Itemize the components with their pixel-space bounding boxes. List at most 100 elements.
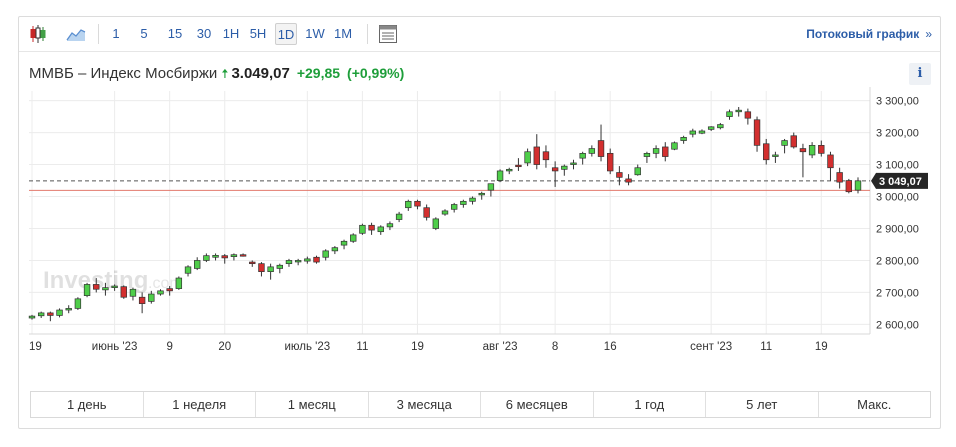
chart-settings-icon[interactable]	[377, 23, 399, 45]
x-tick-label: 19	[411, 341, 424, 353]
candle-up	[37, 312, 45, 317]
interval-button[interactable]: 1	[112, 26, 120, 41]
toolbar-divider	[98, 24, 99, 44]
candle-down	[616, 172, 623, 178]
info-icon[interactable]: i	[909, 63, 931, 85]
candle-up	[432, 218, 440, 229]
candle-down	[607, 152, 614, 172]
candlestick-chart-icon[interactable]	[27, 23, 49, 45]
candle-down	[423, 207, 430, 218]
x-tick-label: июль '23	[284, 341, 330, 353]
y-tick-label: 2 900,00	[876, 223, 919, 235]
x-tick-label: 20	[218, 341, 231, 353]
x-tick-label: сент '23	[690, 341, 732, 353]
y-tick-label: 2 700,00	[876, 287, 919, 299]
candle-up	[808, 145, 816, 156]
candle-up	[74, 298, 82, 309]
candle-down	[662, 146, 669, 157]
candlestick-chart-svg[interactable]: 3 300,00 3 200,00 3 100,00 3 000,00 2 900,00…	[19, 17, 940, 389]
arrow-up-icon: 🠅	[221, 66, 229, 81]
candle-down	[836, 172, 843, 183]
interval-button[interactable]: 1D	[275, 23, 297, 45]
candle-up	[478, 192, 485, 196]
candle-up	[331, 247, 339, 252]
range-button[interactable]: 1 день	[31, 392, 144, 417]
candle-up	[680, 137, 687, 141]
candle-up	[304, 258, 311, 262]
range-button[interactable]: 1 год	[594, 392, 706, 417]
candle-down	[368, 224, 375, 231]
candle-up	[781, 140, 788, 146]
chart-widget: 1 5 15 30 1H 5H 1D 1W 1M Потоковый график» ММВБ …	[18, 16, 941, 429]
candle-up	[230, 254, 238, 257]
candle-up	[579, 152, 586, 159]
candle-down	[313, 256, 320, 263]
candle-up	[854, 180, 862, 191]
candle-up	[652, 148, 660, 154]
candle-down	[414, 200, 421, 207]
candle-down	[799, 148, 807, 153]
interval-button[interactable]: 1H	[222, 26, 240, 41]
current-price-tag	[871, 172, 928, 189]
candle-up	[671, 142, 678, 150]
interval-button[interactable]: 1M	[333, 26, 353, 41]
investing-watermark-suffix: .com	[148, 275, 183, 292]
x-tick-label: 11	[760, 341, 772, 353]
candle-up	[350, 234, 357, 242]
candle-down	[551, 167, 559, 172]
range-button[interactable]: 1 месяц	[256, 392, 369, 417]
candle-up	[561, 165, 568, 170]
x-tick-label: 11	[356, 341, 368, 353]
interval-button[interactable]: 30	[196, 26, 212, 41]
y-tick-label: 3 000,00	[876, 192, 919, 204]
y-tick-label: 2 600,00	[876, 319, 919, 331]
range-button[interactable]: 6 месяцев	[481, 392, 594, 417]
range-button[interactable]: 3 месяца	[369, 392, 481, 417]
candle-up	[175, 277, 183, 289]
candle-up	[56, 309, 63, 316]
candle-up	[487, 183, 495, 191]
candle-up	[386, 223, 394, 228]
candle-up	[506, 168, 513, 172]
candle-down	[239, 254, 247, 257]
range-button[interactable]: Макс.	[857, 397, 892, 412]
candle-down	[533, 146, 540, 165]
candle-down	[763, 143, 770, 161]
candle-up	[194, 260, 201, 269]
candle-down	[93, 284, 100, 290]
range-button[interactable]: 5 лет	[706, 392, 819, 417]
candle-up	[340, 240, 348, 246]
candle-up	[129, 288, 137, 297]
instrument-header: ММВБ – Индекс Мосбиржи 🠅 3.049,07 +29,85 (+0…	[29, 63, 404, 83]
area-chart-icon[interactable]	[65, 23, 87, 45]
interval-button[interactable]: 5	[140, 26, 148, 41]
interval-button[interactable]: 1W	[305, 26, 325, 41]
candle-down	[47, 312, 54, 316]
candle-up	[157, 290, 164, 295]
x-tick-label: 16	[604, 341, 617, 353]
candle-up	[322, 250, 329, 258]
x-tick-label: 9	[166, 341, 172, 353]
y-tick-label: 2 800,00	[876, 255, 919, 267]
candle-up	[689, 130, 696, 135]
range-button[interactable]: 1 неделя	[144, 392, 256, 417]
candle-up	[111, 285, 118, 288]
price-change: +29,85	[296, 65, 341, 81]
candle-down	[597, 140, 605, 157]
candle-up	[405, 200, 412, 209]
candle-up	[726, 111, 733, 117]
stream-chart-link[interactable]: Потоковый график »	[806, 23, 932, 45]
chart-toolbar: 1 5 15 30 1H 5H 1D 1W 1M Потоковый график»	[19, 17, 940, 52]
candle-up	[469, 197, 476, 202]
time-range-selector: 1 день 1 неделя 1 месяц 3 месяца 6 месяцев 1 …	[30, 391, 931, 418]
candle-up	[83, 284, 91, 296]
interval-button[interactable]: 15	[167, 26, 183, 41]
candle-up	[203, 255, 210, 261]
candle-down	[625, 178, 632, 183]
candle-up	[212, 254, 219, 258]
interval-button[interactable]: 5H	[249, 26, 267, 41]
candle-up	[496, 170, 504, 181]
candle-up	[698, 130, 706, 134]
y-tick-label: 3 300,00	[876, 96, 919, 108]
instrument-name: ММВБ – Индекс Мосбиржи	[29, 65, 218, 82]
